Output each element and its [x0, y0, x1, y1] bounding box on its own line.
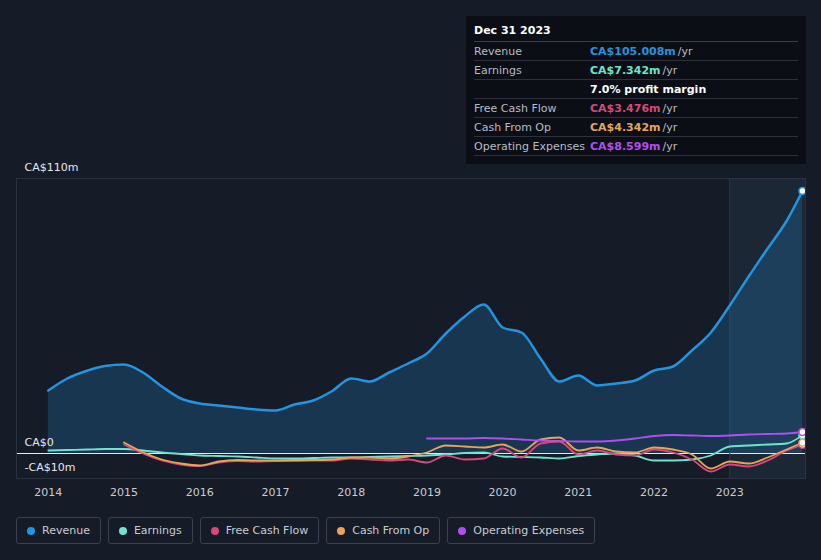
html-text:Operating Expenses: Operating Expenses — [473, 524, 585, 537]
html-text:Earnings: Earnings — [133, 524, 182, 537]
svg-text:2021: 2021 — [564, 486, 592, 499]
svg-text:2018: 2018 — [337, 486, 365, 499]
svg-text:2023: 2023 — [716, 486, 744, 499]
svg-text:2016: 2016 — [186, 486, 214, 499]
html-text:Free Cash Flow: Free Cash Flow — [474, 102, 557, 115]
svg-text:-CA$10m: -CA$10m — [25, 461, 76, 474]
svg-text:2022: 2022 — [640, 486, 668, 499]
html-text:CA$3.476m /yr: CA$3.476m /yr — [590, 102, 678, 115]
html-text:CA$7.342m /yr: CA$7.342m /yr — [590, 64, 678, 77]
html-text:Cash From Op: Cash From Op — [352, 524, 430, 537]
html-text:Cash From Op: Cash From Op — [474, 121, 551, 134]
html-text:CA$8.599m /yr: CA$8.599m /yr — [590, 140, 678, 153]
svg-text:2017: 2017 — [261, 486, 289, 499]
html-text:CA$105.008m /yr: CA$105.008m /yr — [590, 45, 693, 58]
html-text:7.0% profit margin: 7.0% profit margin — [590, 83, 707, 96]
html-text:Dec 31 2023: Dec 31 2023 — [474, 24, 551, 37]
html-text:Operating Expenses: Operating Expenses — [474, 140, 585, 153]
svg-text:2015: 2015 — [110, 486, 138, 499]
html-text:Revenue: Revenue — [474, 45, 522, 58]
svg-text:CA$0: CA$0 — [25, 436, 54, 449]
svg-text:CA$110m: CA$110m — [25, 161, 79, 174]
svg-text:2014: 2014 — [34, 486, 62, 499]
html-text:CA$4.342m /yr: CA$4.342m /yr — [590, 121, 678, 134]
html-text:Earnings: Earnings — [474, 64, 522, 77]
html-text:Revenue: Revenue — [42, 524, 90, 537]
html-text:Free Cash Flow: Free Cash Flow — [225, 524, 309, 537]
svg-text:2019: 2019 — [413, 486, 441, 499]
svg-text:2020: 2020 — [489, 486, 517, 499]
